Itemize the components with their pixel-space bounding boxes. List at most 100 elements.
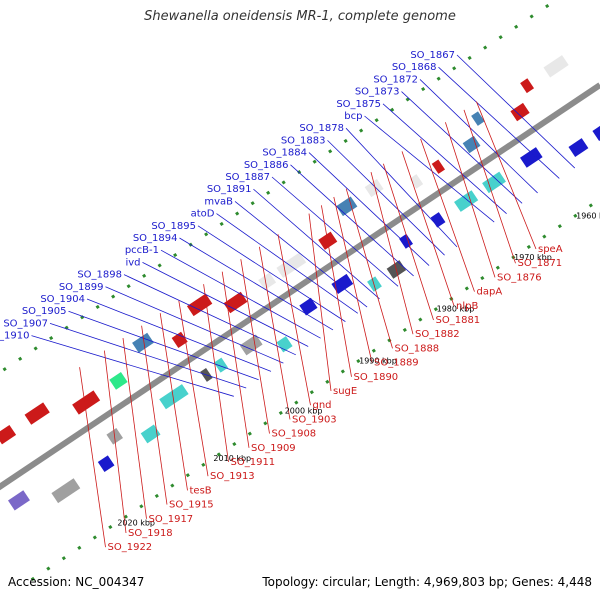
gc-dot: [402, 327, 407, 333]
forward-gene: [482, 171, 506, 194]
forward-gene-label: ivd: [125, 257, 140, 268]
forward-leader-line: [105, 286, 284, 364]
gc-dot: [46, 566, 51, 571]
forward-gene-label: mvaB: [204, 196, 233, 207]
forward-leader-line: [456, 54, 576, 169]
gc-dot: [588, 203, 593, 208]
forward-gene: [276, 336, 293, 353]
reverse-leader-line: [259, 246, 291, 420]
forward-gene-label: SO_1867: [410, 50, 455, 61]
forward-gene-label: SO_1884: [262, 148, 307, 159]
forward-gene: [367, 276, 382, 292]
forward-leader-line: [216, 213, 359, 314]
reverse-leader-line: [420, 138, 475, 292]
forward-gene: [97, 455, 115, 473]
reverse-gene-label: SO_1908: [272, 429, 317, 440]
reverse-leader-line: [463, 109, 516, 264]
forward-gene: [140, 424, 161, 444]
summary-text: Topology: circular; Length: 4,969,803 bp…: [262, 575, 592, 589]
reverse-gene-label: SO_1915: [169, 500, 214, 511]
forward-gene: [399, 233, 413, 249]
gc-dot: [92, 535, 97, 540]
reverse-leader-line: [104, 350, 127, 534]
forward-leader-line: [364, 115, 495, 223]
forward-leader-line: [49, 323, 247, 389]
forward-leader-line: [382, 103, 507, 215]
forward-leader-line: [438, 66, 560, 179]
forward-leader-line: [401, 91, 523, 204]
gene-labels: SO_1867SO_1868SO_1872SO_1873SO_1875bcpSO…: [0, 50, 563, 553]
reverse-gene: [276, 252, 307, 278]
reverse-leader-line: [370, 171, 414, 335]
forward-leader-line: [142, 262, 309, 347]
reverse-gene-label: sugE: [333, 386, 357, 397]
reverse-gene-label: SO_1911: [231, 457, 276, 468]
map-title: Shewanella oneidensis MR-1, complete gen…: [144, 9, 456, 24]
forward-gene-label: SO_1875: [336, 99, 381, 110]
gc-dot: [263, 421, 268, 426]
gc-dot: [436, 76, 441, 81]
forward-gene: [592, 121, 600, 141]
forward-gene-label: SO_1907: [3, 318, 48, 329]
forward-gene-label: SO_1899: [59, 282, 104, 293]
reverse-gene-label: nlpB: [456, 301, 478, 312]
forward-leader-line: [160, 249, 321, 339]
reverse-gene-label: dapA: [477, 287, 503, 298]
gc-dot: [235, 211, 240, 216]
gc-dot: [325, 379, 330, 384]
label-leader-lines: [31, 54, 576, 548]
gc-dot: [464, 286, 469, 291]
reverse-leader-line: [221, 271, 250, 448]
gc-dot: [201, 462, 206, 467]
reverse-gene: [258, 272, 277, 291]
gc-dot: [526, 244, 531, 250]
forward-gene: [159, 384, 189, 410]
gc-dot: [30, 576, 35, 582]
gc-dot: [139, 504, 144, 509]
gc-dot: [266, 190, 271, 195]
reverse-gene: [431, 159, 446, 174]
gc-dot: [343, 138, 348, 144]
reverse-leader-line: [159, 313, 188, 491]
forward-gene-label: SO_1898: [77, 270, 122, 281]
gc-dot: [495, 265, 500, 270]
reverse-gene: [223, 291, 248, 314]
reverse-gene: [471, 111, 485, 126]
gc-dot: [157, 263, 162, 268]
forward-leader-line: [271, 176, 399, 287]
gc-dot: [77, 545, 82, 550]
forward-gene: [299, 297, 318, 316]
gc-dot: [480, 275, 485, 281]
gc-dot: [374, 118, 379, 123]
gc-dot: [232, 441, 237, 447]
reverse-gene-label: speA: [538, 244, 563, 255]
gc-dot: [278, 410, 283, 416]
gc-dot: [49, 335, 54, 341]
gc-dot: [111, 294, 116, 299]
gc-dot: [545, 3, 550, 9]
gc-dot: [467, 55, 472, 61]
reverse-gene: [462, 135, 481, 154]
gc-dot: [390, 107, 395, 112]
reverse-gene-label: SO_1876: [497, 272, 542, 283]
reverse-gene-label: SO_1881: [436, 315, 481, 326]
gc-dot: [2, 367, 7, 372]
forward-gene: [239, 334, 263, 356]
reverse-gene: [132, 332, 154, 353]
reverse-gene: [543, 55, 569, 78]
accession-text: Accession: NC_004347: [8, 575, 145, 589]
forward-gene-label: SO_1894: [133, 233, 178, 244]
forward-gene: [454, 190, 479, 212]
gc-dot: [108, 524, 113, 530]
forward-leader-line: [234, 201, 368, 308]
gc-dot: [61, 556, 66, 561]
reverse-gene-label: SO_1918: [128, 528, 173, 539]
gc-dot: [371, 348, 376, 353]
gc-dot: [312, 159, 317, 164]
forward-gene: [51, 478, 81, 504]
reverse-leader-line: [277, 234, 311, 406]
reverse-gene: [109, 371, 128, 390]
